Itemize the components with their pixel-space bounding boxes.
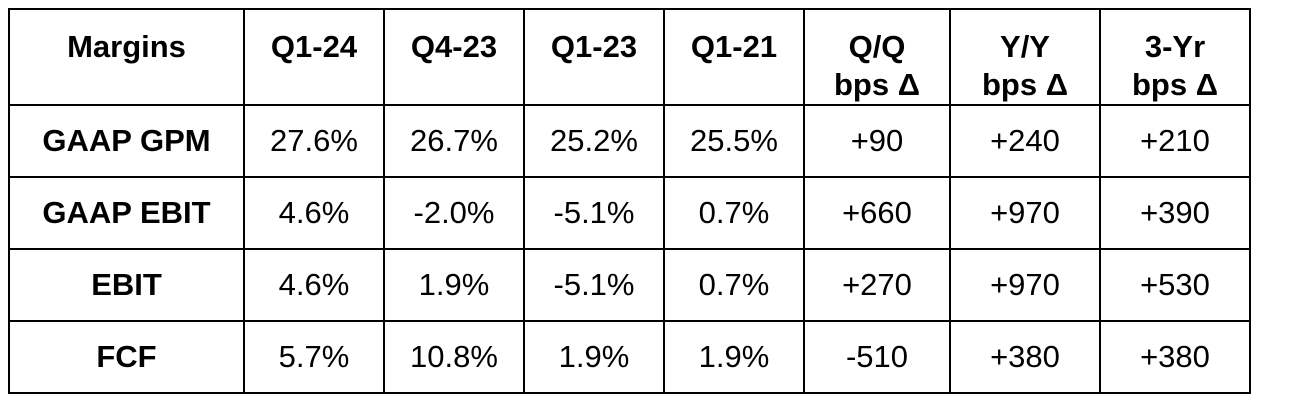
header-qq-bps: Q/Q bps Δ	[803, 8, 951, 106]
margins-table-container: Margins Q1-24 Q4-23 Q1-23 Q1-21 Q/Q bps …	[8, 8, 1251, 394]
table-cell: +240	[949, 104, 1101, 178]
table-cell: +530	[1099, 248, 1251, 322]
table-cell: +390	[1099, 176, 1251, 250]
table-row: FCF 5.7% 10.8% 1.9% 1.9% -510 +380 +380	[8, 320, 1251, 394]
header-label-line1: Y/Y	[1000, 29, 1050, 64]
table-row: GAAP GPM 27.6% 26.7% 25.2% 25.5% +90 +24…	[8, 104, 1251, 178]
table-cell: -5.1%	[523, 248, 665, 322]
table-cell: -2.0%	[383, 176, 525, 250]
table-cell: +90	[803, 104, 951, 178]
table-cell: 25.5%	[663, 104, 805, 178]
header-yy-bps: Y/Y bps Δ	[949, 8, 1101, 106]
header-row: Margins Q1-24 Q4-23 Q1-23 Q1-21 Q/Q bps …	[8, 8, 1251, 106]
header-label: Q1-21	[690, 29, 778, 64]
table-cell: +380	[1099, 320, 1251, 394]
header-label: Q1-24	[270, 29, 358, 64]
table-cell: -510	[803, 320, 951, 394]
header-q4-23: Q4-23	[383, 8, 525, 106]
row-label: EBIT	[8, 248, 245, 322]
header-q1-21: Q1-21	[663, 8, 805, 106]
table-row: GAAP EBIT 4.6% -2.0% -5.1% 0.7% +660 +97…	[8, 176, 1251, 250]
margins-table: Margins Q1-24 Q4-23 Q1-23 Q1-21 Q/Q bps …	[8, 8, 1251, 394]
header-q1-24: Q1-24	[243, 8, 385, 106]
table-cell: +270	[803, 248, 951, 322]
header-label-line2: bps Δ	[833, 67, 920, 102]
table-cell: 4.6%	[243, 176, 385, 250]
table-cell: 5.7%	[243, 320, 385, 394]
header-label: Q4-23	[410, 29, 498, 64]
table-cell: 27.6%	[243, 104, 385, 178]
header-label-line2: bps Δ	[981, 67, 1068, 102]
table-cell: 4.6%	[243, 248, 385, 322]
header-margins: Margins	[8, 8, 245, 106]
header-q1-23: Q1-23	[523, 8, 665, 106]
table-cell: +210	[1099, 104, 1251, 178]
table-cell: 1.9%	[663, 320, 805, 394]
table-cell: -5.1%	[523, 176, 665, 250]
table-cell: 0.7%	[663, 176, 805, 250]
table-cell: 1.9%	[383, 248, 525, 322]
header-3yr-bps: 3-Yr bps Δ	[1099, 8, 1251, 106]
table-cell: +660	[803, 176, 951, 250]
row-label: GAAP GPM	[8, 104, 245, 178]
header-label: Margins	[67, 29, 186, 64]
table-cell: 26.7%	[383, 104, 525, 178]
header-label-line2: bps Δ	[1131, 67, 1218, 102]
table-cell: +970	[949, 176, 1101, 250]
table-cell: 10.8%	[383, 320, 525, 394]
header-label-line1: 3-Yr	[1144, 29, 1206, 64]
table-cell: 1.9%	[523, 320, 665, 394]
row-label: GAAP EBIT	[8, 176, 245, 250]
table-cell: +380	[949, 320, 1101, 394]
table-row: EBIT 4.6% 1.9% -5.1% 0.7% +270 +970 +530	[8, 248, 1251, 322]
table-cell: 0.7%	[663, 248, 805, 322]
row-label: FCF	[8, 320, 245, 394]
table-cell: +970	[949, 248, 1101, 322]
table-cell: 25.2%	[523, 104, 665, 178]
header-label-line1: Q/Q	[848, 29, 906, 64]
header-label: Q1-23	[550, 29, 638, 64]
